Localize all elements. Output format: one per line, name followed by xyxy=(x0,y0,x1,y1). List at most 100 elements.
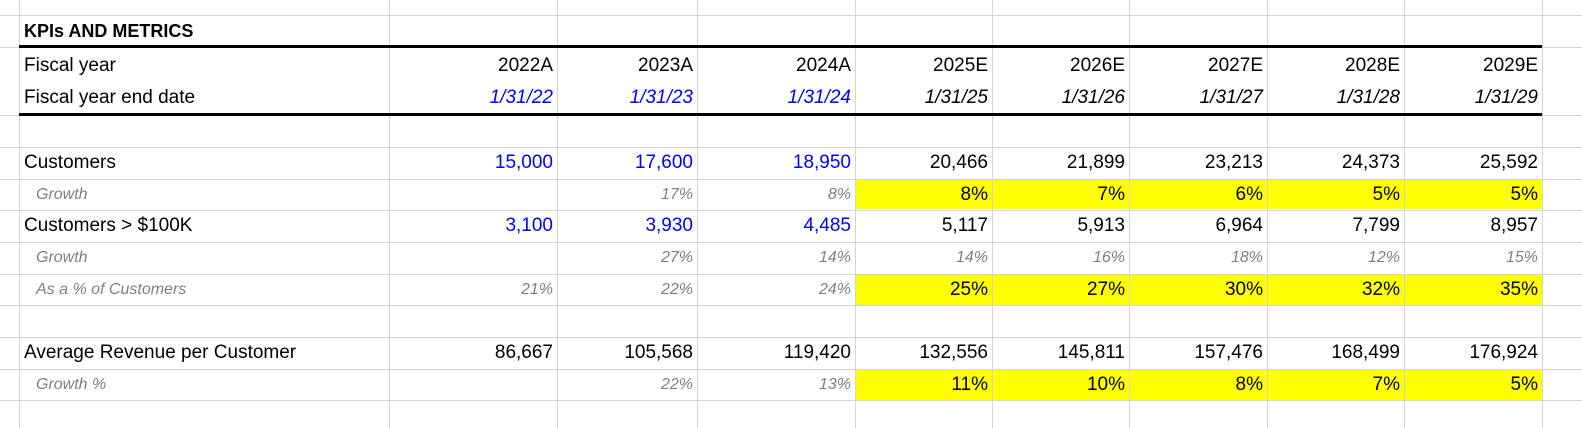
data-cell[interactable]: 6,964 xyxy=(1215,215,1263,236)
data-cell[interactable]: 14% xyxy=(955,249,988,266)
data-cell[interactable]: 24,373 xyxy=(1341,152,1400,173)
row-label[interactable]: Customers > $100K xyxy=(24,215,193,236)
data-cell[interactable]: 17,600 xyxy=(634,152,693,173)
fiscal-year-label[interactable]: Fiscal year xyxy=(24,55,116,76)
data-cell[interactable]: 30% xyxy=(1224,279,1263,300)
gridline-horizontal xyxy=(0,400,1582,401)
data-cell[interactable]: 119,420 xyxy=(783,342,851,363)
data-cell[interactable]: 16% xyxy=(1092,249,1125,266)
fiscal-year-cell[interactable]: 2025E xyxy=(933,55,988,76)
gridline-vertical xyxy=(992,0,993,428)
gridline-horizontal xyxy=(0,15,1582,16)
row-label[interactable]: As a % of Customers xyxy=(36,281,187,298)
fiscal-year-end-cell[interactable]: 1/31/23 xyxy=(629,87,693,108)
data-cell[interactable]: 5,117 xyxy=(941,215,988,236)
gridline-vertical xyxy=(855,0,856,428)
row-label[interactable]: Growth xyxy=(36,186,88,203)
data-cell[interactable]: 20,466 xyxy=(929,152,988,173)
data-cell[interactable]: 13% xyxy=(818,376,851,393)
gridline-vertical xyxy=(19,0,20,428)
data-cell[interactable]: 105,568 xyxy=(624,342,693,363)
data-cell[interactable]: 27% xyxy=(660,249,693,266)
data-cell[interactable]: 7,799 xyxy=(1352,215,1400,236)
data-cell[interactable]: 5% xyxy=(1510,184,1538,205)
row-label[interactable]: Growth % xyxy=(36,376,107,393)
fiscal-year-cell[interactable]: 2027E xyxy=(1208,55,1263,76)
data-cell[interactable]: 8,957 xyxy=(1490,215,1538,236)
data-cell[interactable]: 10% xyxy=(1086,374,1125,395)
fiscal-year-cell[interactable]: 2029E xyxy=(1483,55,1538,76)
data-cell[interactable]: 7% xyxy=(1097,184,1125,205)
row-label[interactable]: Average Revenue per Customer xyxy=(24,342,297,363)
data-cell[interactable]: 22% xyxy=(660,281,693,298)
data-cell[interactable]: 14% xyxy=(818,249,851,266)
fiscal-year-cell[interactable]: 2023A xyxy=(638,55,693,76)
data-cell[interactable] xyxy=(389,242,557,273)
data-cell[interactable]: 8% xyxy=(960,184,988,205)
gridline-vertical xyxy=(557,0,558,428)
data-cell[interactable] xyxy=(389,369,557,400)
data-cell[interactable]: 25,592 xyxy=(1479,152,1538,173)
row-label[interactable]: Customers xyxy=(24,152,116,173)
data-cell[interactable]: 7% xyxy=(1372,374,1400,395)
fiscal-year-end-cell[interactable]: 1/31/22 xyxy=(489,87,553,108)
data-cell[interactable]: 145,811 xyxy=(1057,342,1125,363)
data-cell[interactable]: 12% xyxy=(1367,249,1400,266)
fiscal-year-end-cell[interactable]: 1/31/27 xyxy=(1199,87,1263,108)
data-cell[interactable]: 35% xyxy=(1499,279,1538,300)
data-cell[interactable]: 27% xyxy=(1086,279,1125,300)
data-cell[interactable]: 5,913 xyxy=(1077,215,1125,236)
row-label[interactable]: Growth xyxy=(36,249,88,266)
gridline-horizontal xyxy=(0,337,1582,338)
data-cell[interactable]: 18% xyxy=(1230,249,1263,266)
data-cell[interactable]: 8% xyxy=(827,186,851,203)
gridline-vertical xyxy=(697,0,698,428)
data-cell[interactable]: 15% xyxy=(1505,249,1538,266)
fiscal-year-cell[interactable]: 2028E xyxy=(1345,55,1400,76)
gridline-horizontal xyxy=(0,369,1582,370)
fiscal-year-end-cell[interactable]: 1/31/29 xyxy=(1474,87,1538,108)
gridline-vertical xyxy=(1267,0,1268,428)
data-cell[interactable]: 24% xyxy=(818,281,851,298)
gridline-horizontal xyxy=(0,274,1582,275)
fiscal-year-cell[interactable]: 2024A xyxy=(796,55,851,76)
data-cell[interactable]: 5% xyxy=(1372,184,1400,205)
fiscal-year-cell[interactable]: 2022A xyxy=(498,55,553,76)
data-cell[interactable]: 21% xyxy=(520,281,553,298)
gridline-horizontal xyxy=(0,242,1582,243)
data-cell[interactable]: 4,485 xyxy=(803,215,851,236)
fiscal-year-end-cell[interactable]: 1/31/25 xyxy=(924,87,988,108)
fiscal-year-end-cell[interactable]: 1/31/24 xyxy=(787,87,851,108)
header-bottom-border xyxy=(19,113,1542,116)
gridline-vertical xyxy=(389,0,390,428)
data-cell[interactable]: 18,950 xyxy=(792,152,851,173)
data-cell[interactable]: 22% xyxy=(660,376,693,393)
data-cell[interactable]: 15,000 xyxy=(494,152,553,173)
data-cell[interactable]: 132,556 xyxy=(919,342,988,363)
data-cell[interactable]: 8% xyxy=(1235,374,1263,395)
fiscal-year-end-cell[interactable]: 1/31/26 xyxy=(1061,87,1125,108)
data-cell[interactable]: 32% xyxy=(1361,279,1400,300)
fiscal-year-end-label[interactable]: Fiscal year end date xyxy=(24,87,196,108)
data-cell[interactable]: 86,667 xyxy=(494,342,553,363)
fiscal-year-cell[interactable]: 2026E xyxy=(1070,55,1125,76)
data-cell[interactable]: 11% xyxy=(951,374,988,395)
data-cell[interactable]: 23,213 xyxy=(1204,152,1263,173)
assumption-highlight xyxy=(855,179,1542,209)
data-cell[interactable]: 5% xyxy=(1510,374,1538,395)
data-cell[interactable]: 157,476 xyxy=(1194,342,1263,363)
data-cell[interactable]: 168,499 xyxy=(1331,342,1400,363)
data-cell[interactable] xyxy=(389,179,557,210)
gridline-horizontal xyxy=(0,210,1582,211)
data-cell[interactable]: 25% xyxy=(949,279,988,300)
section-title[interactable]: KPIs AND METRICS xyxy=(24,21,194,41)
data-cell[interactable]: 17% xyxy=(660,186,693,203)
data-cell[interactable]: 6% xyxy=(1235,184,1263,205)
gridline-vertical xyxy=(1542,0,1543,428)
data-cell[interactable]: 3,100 xyxy=(505,215,553,236)
data-cell[interactable]: 3,930 xyxy=(645,215,693,236)
data-cell[interactable]: 176,924 xyxy=(1469,342,1538,363)
data-cell[interactable]: 21,899 xyxy=(1066,152,1125,173)
fiscal-year-end-cell[interactable]: 1/31/28 xyxy=(1336,87,1400,108)
